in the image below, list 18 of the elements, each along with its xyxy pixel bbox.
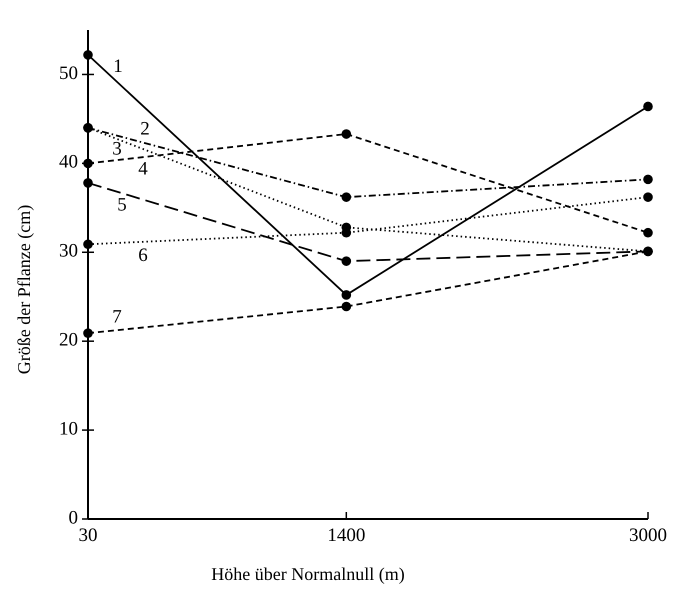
y-tick-label: 30 bbox=[59, 240, 78, 262]
series-label: 1 bbox=[113, 56, 123, 78]
y-tick-label: 0 bbox=[68, 507, 78, 528]
series-label: 6 bbox=[138, 245, 148, 266]
series-label: 5 bbox=[117, 194, 127, 216]
series-label: 2 bbox=[140, 118, 150, 140]
y-tick-label: 40 bbox=[59, 152, 78, 173]
series-label: 4 bbox=[138, 158, 148, 180]
y-tick-label: 10 bbox=[59, 418, 78, 440]
y-tick-label: 50 bbox=[59, 62, 78, 84]
x-tick-label: 30 bbox=[78, 525, 98, 546]
x-axis-title: Höhe über Normalnull (m) bbox=[211, 564, 405, 584]
y-tick-label: 20 bbox=[59, 330, 78, 351]
y-axis-title: Größe der Pflanze (cm) bbox=[14, 204, 34, 374]
series-label: 7 bbox=[112, 306, 122, 328]
x-tick-label: 3000 bbox=[629, 525, 667, 546]
series-label: 3 bbox=[112, 138, 122, 160]
x-tick-label: 1400 bbox=[327, 525, 366, 546]
